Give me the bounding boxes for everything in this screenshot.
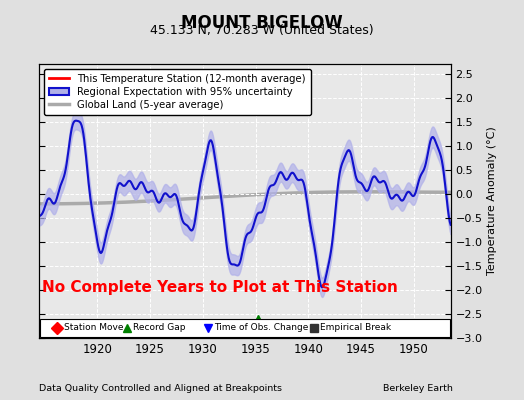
Bar <box>40 319 450 337</box>
Text: MOUNT BIGELOW: MOUNT BIGELOW <box>181 14 343 32</box>
Text: Data Quality Controlled and Aligned at Breakpoints: Data Quality Controlled and Aligned at B… <box>39 384 282 393</box>
Y-axis label: Temperature Anomaly (°C): Temperature Anomaly (°C) <box>487 127 497 275</box>
Legend: This Temperature Station (12-month average), Regional Expectation with 95% uncer: This Temperature Station (12-month avera… <box>45 69 311 115</box>
Text: No Complete Years to Plot at This Station: No Complete Years to Plot at This Statio… <box>42 280 398 295</box>
Text: Record Gap: Record Gap <box>133 324 185 332</box>
Text: Time of Obs. Change: Time of Obs. Change <box>214 324 309 332</box>
Text: Empirical Break: Empirical Break <box>320 324 391 332</box>
Text: Station Move: Station Move <box>63 324 123 332</box>
Text: Berkeley Earth: Berkeley Earth <box>384 384 453 393</box>
Text: 45.133 N, 70.283 W (United States): 45.133 N, 70.283 W (United States) <box>150 24 374 37</box>
